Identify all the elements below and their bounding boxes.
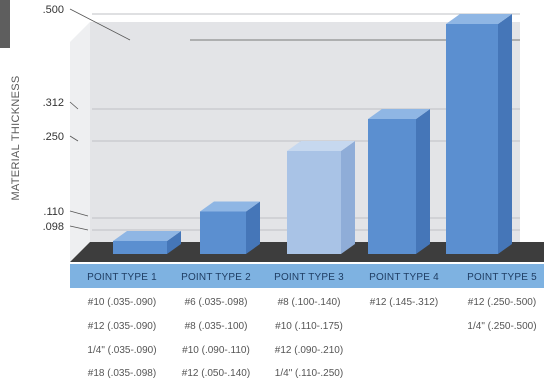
bar (287, 141, 355, 254)
spec-label: #6 (.035-.098) (185, 297, 248, 308)
spec-label: #8 (.035-.100) (185, 321, 248, 332)
spec-label: 1/4" (.250-.500) (467, 321, 536, 332)
spec-label: #10 (.090-.110) (182, 345, 250, 356)
bars (113, 14, 512, 254)
category-band (70, 264, 544, 288)
tick-leader (69, 101, 79, 110)
tick-leader (69, 225, 89, 231)
y-tick-label: .098 (43, 221, 64, 233)
category-label: POINT TYPE 3 (274, 272, 344, 283)
bar-front (113, 240, 167, 254)
spec-label: 1/4" (.110-.250) (275, 368, 343, 379)
bar-side (167, 230, 181, 254)
bar-top (446, 14, 512, 24)
bar-front (446, 24, 498, 254)
category-label: POINT TYPE 1 (87, 272, 157, 283)
spec-label: #12 (.050-.140) (182, 368, 250, 379)
bar-top (200, 201, 260, 212)
left-wall (70, 22, 90, 262)
bar-side (416, 109, 430, 254)
bar (113, 230, 181, 254)
bar (200, 201, 260, 254)
spec-label: #18 (.035-.098) (88, 368, 156, 379)
spec-label: #12 (.145-.312) (370, 297, 438, 308)
y-tick-label: .110 (43, 206, 64, 218)
spec-label: #10 (.110-.175) (275, 321, 343, 332)
bar-side (246, 201, 260, 254)
tick-leader (69, 210, 89, 217)
tick-leader (69, 8, 131, 41)
bar-side (498, 14, 512, 254)
spec-label: 1/4" (.035-.090) (87, 345, 156, 356)
spec-label: #8 (.100-.140) (278, 297, 341, 308)
bar-front (287, 151, 341, 254)
category-label: POINT TYPE 4 (369, 272, 439, 283)
y-ticks: .098 .110 .250 .312 .500 (43, 4, 131, 233)
bar-top (113, 230, 181, 241)
y-tick-label: .500 (43, 4, 64, 16)
tick-leader (69, 135, 79, 142)
bar (446, 14, 512, 254)
spec-labels: #10 (.035-.090) #12 (.035-.090) 1/4" (.035… (87, 297, 536, 379)
spec-label: #12 (.035-.090) (88, 321, 156, 332)
bar-top (368, 109, 430, 119)
bar-front (368, 119, 416, 254)
category-labels: POINT TYPE 1 POINT TYPE 2 POINT TYPE 3 POIN… (87, 272, 537, 283)
corner-mark (0, 0, 10, 48)
bar-top (287, 141, 355, 151)
spec-label: #12 (.250-.500) (468, 297, 536, 308)
bar (368, 109, 430, 254)
bar-side (341, 141, 355, 254)
y-axis-label: MATERIAL THICKNESS (10, 76, 22, 201)
category-label: POINT TYPE 2 (181, 272, 251, 283)
spec-label: #12 (.090-.210) (275, 345, 343, 356)
y-tick-label: .250 (43, 131, 64, 143)
y-tick-label: .312 (43, 97, 64, 109)
category-label: POINT TYPE 5 (467, 272, 537, 283)
bar-front (200, 211, 246, 254)
spec-label: #10 (.035-.090) (88, 297, 156, 308)
